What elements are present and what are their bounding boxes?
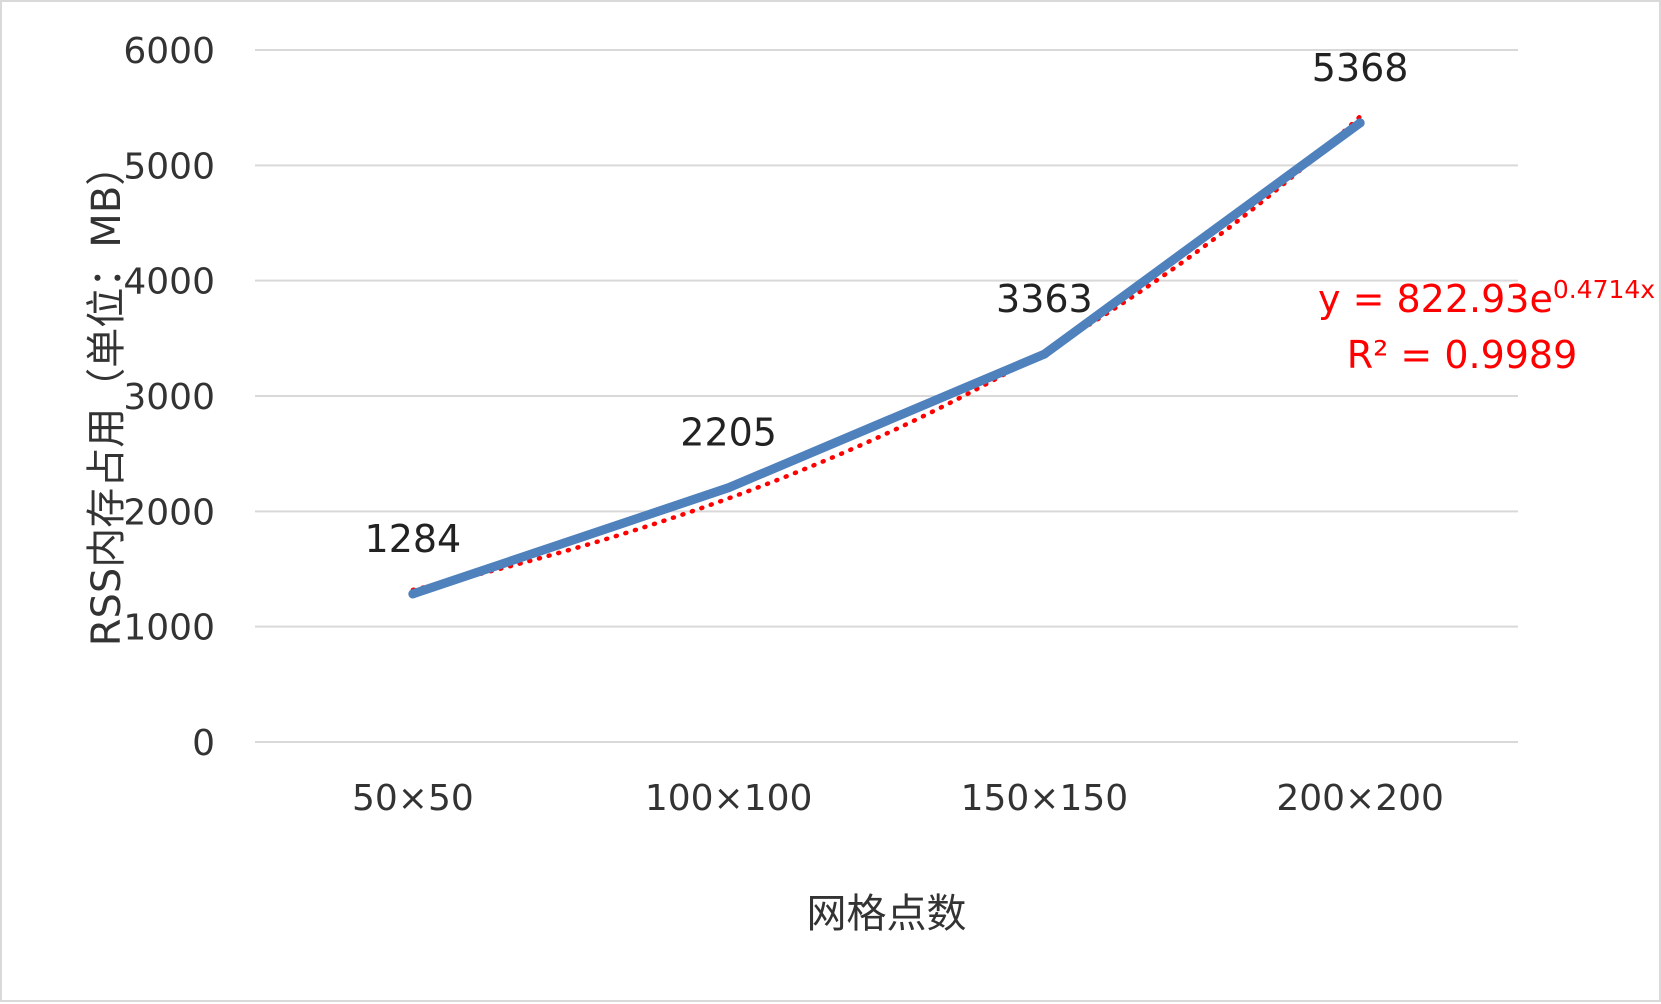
- data-point-4: [1355, 118, 1365, 128]
- data-label-3: 3363: [996, 277, 1093, 321]
- x-axis-title: 网格点数: [807, 891, 967, 937]
- data-point-2: [724, 483, 734, 493]
- series-line-1: [408, 118, 1365, 599]
- trendline-equation-exponent: 0.4714x: [1553, 275, 1655, 304]
- trendline-equation: y = 822.93e0.4714x: [1318, 275, 1655, 321]
- data-labels: 1284 2205 3363 5368: [365, 46, 1409, 561]
- x-tick-2: 100×100: [645, 778, 813, 819]
- y-tick-labels: 0 1000 2000 3000 4000 5000 6000: [123, 31, 215, 764]
- y-tick-4000: 4000: [123, 262, 215, 303]
- y-tick-2000: 2000: [123, 492, 215, 533]
- data-label-1: 1284: [365, 517, 462, 561]
- y-axis-title: RSS内存占用（单位：MB）: [84, 146, 130, 647]
- data-label-4: 5368: [1312, 46, 1409, 90]
- y-tick-3000: 3000: [123, 377, 215, 418]
- data-point-1: [408, 589, 418, 599]
- y-tick-5000: 5000: [123, 146, 215, 187]
- trendline-layer: [410, 114, 1363, 593]
- x-tick-4: 200×200: [1276, 778, 1444, 819]
- y-tick-1000: 1000: [123, 608, 215, 649]
- y-tick-6000: 6000: [123, 31, 215, 72]
- x-tick-labels: 50×50 100×100 150×150 200×200: [352, 778, 1444, 819]
- x-tick-1: 50×50: [352, 778, 474, 819]
- trendline-r-squared: R² = 0.9989: [1347, 333, 1578, 377]
- x-tick-3: 150×150: [961, 778, 1129, 819]
- gridlines: [255, 49, 1518, 743]
- data-point-3: [1039, 349, 1049, 359]
- trendline-equation-base: y = 822.93e: [1318, 277, 1553, 321]
- y-tick-0: 0: [192, 723, 215, 764]
- series-layer: [408, 118, 1365, 599]
- data-label-2: 2205: [680, 411, 777, 455]
- trendline-path: [410, 114, 1363, 593]
